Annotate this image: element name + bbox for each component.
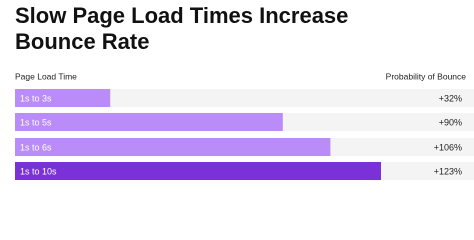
- category-label: 1s to 10s: [20, 166, 57, 176]
- value-label: +90%: [439, 117, 462, 127]
- category-label: 1s to 3s: [20, 93, 52, 103]
- bar: [15, 89, 111, 107]
- value-label: +32%: [439, 93, 462, 103]
- category-label: 1s to 6s: [20, 142, 52, 152]
- value-label: +123%: [434, 166, 462, 176]
- category-label: 1s to 5s: [20, 117, 52, 127]
- bar: [15, 113, 283, 131]
- category-header: Page Load Time: [15, 71, 77, 81]
- chart-title: Slow Page Load Times Increase Bounce Rate: [15, 3, 348, 54]
- bar: [15, 162, 381, 180]
- value-label: +106%: [434, 142, 462, 152]
- value-header: Probability of Bounce: [386, 71, 467, 81]
- bar: [15, 138, 331, 156]
- row-background: [15, 89, 474, 107]
- chart: Slow Page Load Times Increase Bounce Rate…: [15, 3, 474, 180]
